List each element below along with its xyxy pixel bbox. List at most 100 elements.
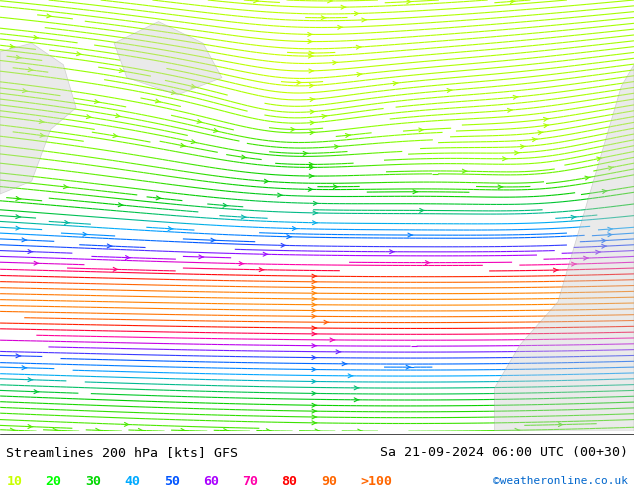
FancyArrowPatch shape: [346, 134, 351, 137]
FancyArrowPatch shape: [608, 233, 612, 237]
FancyArrowPatch shape: [53, 428, 58, 432]
FancyArrowPatch shape: [308, 54, 313, 58]
FancyArrowPatch shape: [543, 118, 548, 122]
FancyArrowPatch shape: [10, 45, 15, 49]
FancyArrowPatch shape: [16, 55, 21, 59]
FancyArrowPatch shape: [310, 121, 315, 125]
FancyArrowPatch shape: [307, 32, 313, 36]
FancyArrowPatch shape: [28, 378, 33, 382]
FancyArrowPatch shape: [34, 261, 39, 265]
FancyArrowPatch shape: [333, 61, 338, 65]
Text: >100: >100: [360, 475, 392, 488]
FancyArrowPatch shape: [278, 193, 283, 197]
FancyArrowPatch shape: [312, 392, 317, 395]
FancyArrowPatch shape: [602, 190, 607, 194]
FancyArrowPatch shape: [596, 250, 600, 254]
FancyArrowPatch shape: [287, 235, 292, 239]
FancyArrowPatch shape: [214, 128, 219, 132]
FancyArrowPatch shape: [597, 157, 602, 161]
FancyArrowPatch shape: [312, 380, 317, 383]
FancyArrowPatch shape: [324, 320, 329, 324]
FancyArrowPatch shape: [113, 134, 118, 138]
FancyArrowPatch shape: [559, 423, 563, 427]
FancyArrowPatch shape: [34, 35, 39, 39]
FancyArrowPatch shape: [239, 262, 244, 266]
FancyArrowPatch shape: [309, 69, 314, 73]
FancyArrowPatch shape: [510, 0, 515, 3]
FancyArrowPatch shape: [39, 120, 44, 123]
FancyArrowPatch shape: [354, 398, 359, 402]
FancyArrowPatch shape: [425, 261, 430, 265]
FancyArrowPatch shape: [312, 421, 317, 425]
FancyArrowPatch shape: [312, 326, 317, 330]
FancyArrowPatch shape: [168, 227, 173, 230]
FancyArrowPatch shape: [310, 131, 315, 135]
FancyArrowPatch shape: [266, 429, 271, 433]
FancyArrowPatch shape: [312, 315, 317, 318]
Text: 80: 80: [281, 475, 297, 488]
FancyArrowPatch shape: [503, 157, 507, 161]
FancyArrowPatch shape: [155, 99, 160, 103]
FancyArrowPatch shape: [291, 127, 296, 131]
FancyArrowPatch shape: [292, 226, 297, 230]
FancyArrowPatch shape: [571, 262, 576, 266]
FancyArrowPatch shape: [544, 124, 549, 127]
Text: 60: 60: [203, 475, 219, 488]
FancyArrowPatch shape: [328, 0, 332, 3]
FancyArrowPatch shape: [354, 12, 359, 16]
FancyArrowPatch shape: [28, 424, 33, 428]
FancyArrowPatch shape: [312, 291, 317, 295]
FancyArrowPatch shape: [390, 250, 394, 254]
FancyArrowPatch shape: [335, 145, 340, 148]
FancyArrowPatch shape: [312, 309, 317, 313]
FancyArrowPatch shape: [333, 185, 339, 189]
FancyArrowPatch shape: [224, 429, 229, 433]
FancyArrowPatch shape: [309, 51, 314, 55]
FancyArrowPatch shape: [124, 422, 129, 426]
Text: 30: 30: [85, 475, 101, 488]
FancyArrowPatch shape: [312, 286, 317, 290]
FancyArrowPatch shape: [297, 80, 302, 84]
FancyArrowPatch shape: [211, 238, 216, 242]
FancyArrowPatch shape: [602, 245, 607, 248]
FancyArrowPatch shape: [413, 190, 418, 194]
Text: 50: 50: [164, 475, 179, 488]
FancyArrowPatch shape: [357, 73, 362, 76]
FancyArrowPatch shape: [309, 174, 314, 178]
FancyArrowPatch shape: [312, 332, 317, 336]
FancyArrowPatch shape: [354, 386, 359, 390]
FancyArrowPatch shape: [356, 45, 361, 49]
FancyArrowPatch shape: [419, 128, 424, 132]
FancyArrowPatch shape: [16, 226, 21, 230]
FancyArrowPatch shape: [115, 114, 121, 118]
FancyArrowPatch shape: [303, 151, 308, 155]
FancyArrowPatch shape: [330, 338, 335, 342]
FancyArrowPatch shape: [16, 196, 21, 200]
FancyArrowPatch shape: [118, 203, 123, 207]
FancyArrowPatch shape: [264, 179, 269, 183]
FancyArrowPatch shape: [119, 69, 124, 73]
FancyArrowPatch shape: [602, 239, 607, 243]
FancyArrowPatch shape: [585, 176, 590, 180]
FancyArrowPatch shape: [259, 268, 264, 271]
FancyArrowPatch shape: [63, 185, 68, 189]
FancyArrowPatch shape: [308, 187, 313, 191]
FancyArrowPatch shape: [342, 362, 347, 366]
Text: 20: 20: [46, 475, 61, 488]
FancyArrowPatch shape: [312, 297, 317, 301]
FancyArrowPatch shape: [515, 151, 519, 155]
FancyArrowPatch shape: [223, 203, 228, 207]
Text: 10: 10: [6, 475, 22, 488]
FancyArrowPatch shape: [338, 25, 343, 29]
FancyArrowPatch shape: [310, 98, 315, 101]
FancyArrowPatch shape: [532, 138, 537, 142]
Text: 90: 90: [321, 475, 337, 488]
Text: Streamlines 200 hPa [kts] GFS: Streamlines 200 hPa [kts] GFS: [6, 446, 238, 459]
FancyArrowPatch shape: [315, 429, 320, 433]
Text: 70: 70: [242, 475, 258, 488]
FancyArrowPatch shape: [308, 40, 313, 44]
FancyArrowPatch shape: [498, 185, 503, 189]
FancyArrowPatch shape: [107, 244, 112, 248]
FancyArrowPatch shape: [83, 232, 88, 236]
FancyArrowPatch shape: [47, 14, 52, 18]
